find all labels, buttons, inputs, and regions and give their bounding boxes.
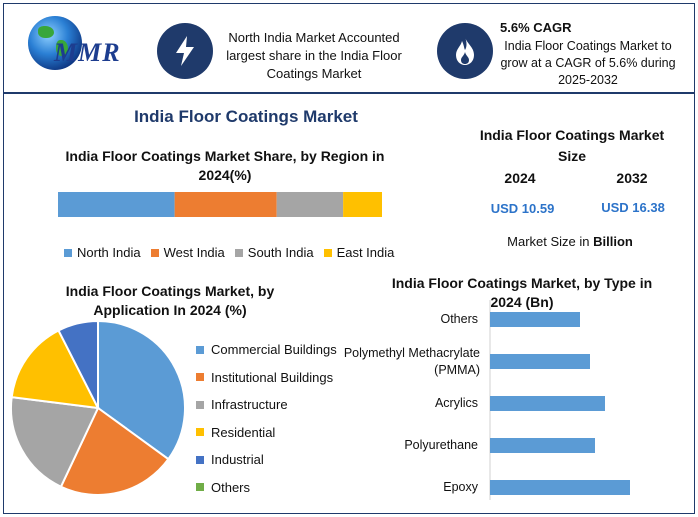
legend-swatch xyxy=(196,455,204,464)
bar-segment-north-india xyxy=(58,192,175,217)
type-bar-acrylics xyxy=(490,396,605,411)
type-category-label: Epoxy xyxy=(443,480,478,494)
type-category-label: Polymethyl Methacrylate (PMMA) xyxy=(343,345,480,377)
type-bar-polymethyl-methacrylate-pmma xyxy=(490,354,590,369)
type-bar-others xyxy=(490,312,580,327)
application-pie-chart xyxy=(10,319,186,496)
legend-swatch xyxy=(323,248,332,257)
legend-item-west-india: West India xyxy=(150,245,225,260)
lightning-icon xyxy=(157,23,213,79)
page-title: India Floor Coatings Market xyxy=(134,107,358,126)
bar-segment-east-india xyxy=(343,192,382,217)
bar-segment-west-india xyxy=(174,192,277,217)
legend-item-south-india: South India xyxy=(234,245,314,260)
legend-swatch xyxy=(150,248,159,257)
legend-item-others: Others xyxy=(196,474,337,502)
globe-icon xyxy=(28,16,82,70)
type-bar-polyurethane xyxy=(490,438,595,453)
logo-text: MMR xyxy=(54,38,121,67)
value-2024: USD 10.59 xyxy=(490,201,555,216)
legend-swatch xyxy=(64,248,72,257)
legend-swatch xyxy=(196,400,204,409)
cagr-text: India Floor Coatings Market to grow at a… xyxy=(500,39,676,87)
legend-item-institutional: Institutional Buildings xyxy=(196,364,337,392)
header-divider xyxy=(4,92,694,94)
outer-frame xyxy=(3,3,695,514)
legend-swatch xyxy=(196,345,204,354)
legend-item-infrastructure: Infrastructure xyxy=(196,391,337,419)
mmr-logo: MMR xyxy=(12,10,142,80)
market-size-unit-note: Market Size in Billion xyxy=(507,234,633,249)
pie-slice-commercial-buildings xyxy=(97,319,186,461)
type-category-label: Polyurethane xyxy=(404,438,478,452)
application-legend: Commercial Buildings Institutional Build… xyxy=(196,336,337,501)
pie-slice-residential xyxy=(10,329,100,410)
info-north-india: North India Market Accounted largest sha… xyxy=(226,30,402,81)
year-2032: 2032 xyxy=(616,170,648,186)
legend-swatch xyxy=(196,428,204,437)
pie-slice-industrial xyxy=(57,319,99,409)
legend-swatch xyxy=(196,373,204,382)
type-category-label: Acrylics xyxy=(434,396,478,410)
application-chart-title: India Floor Coatings Market, by Applicat… xyxy=(65,283,275,318)
value-2032: USD 16.38 xyxy=(601,200,665,215)
type-bar-epoxy xyxy=(490,480,630,495)
flame-icon xyxy=(437,23,493,79)
type-category-label: Others xyxy=(440,312,478,326)
type-chart-title: India Floor Coatings Market, by Type in … xyxy=(391,275,653,310)
market-size-title: India Floor Coatings Market Size xyxy=(479,127,665,164)
legend-item-east-india: East India xyxy=(323,245,394,260)
legend-item-residential: Residential xyxy=(196,419,337,447)
legend-item-commercial: Commercial Buildings xyxy=(196,336,337,364)
region-stacked-bar xyxy=(58,192,382,217)
legend-item-industrial: Industrial xyxy=(196,446,337,474)
legend-item-north-india: North India xyxy=(64,245,141,260)
type-bar-chart xyxy=(489,300,630,500)
legend-swatch xyxy=(234,248,243,257)
region-legend: North India West India South India East … xyxy=(64,245,394,260)
year-2024: 2024 xyxy=(504,170,536,186)
bar-segment-south-india xyxy=(276,192,344,217)
pie-slice-infrastructure xyxy=(10,395,100,489)
cagr-title: 5.6% CAGR xyxy=(500,20,572,35)
legend-swatch xyxy=(196,483,204,492)
region-chart-title: India Floor Coatings Market Share, by Re… xyxy=(65,148,385,183)
